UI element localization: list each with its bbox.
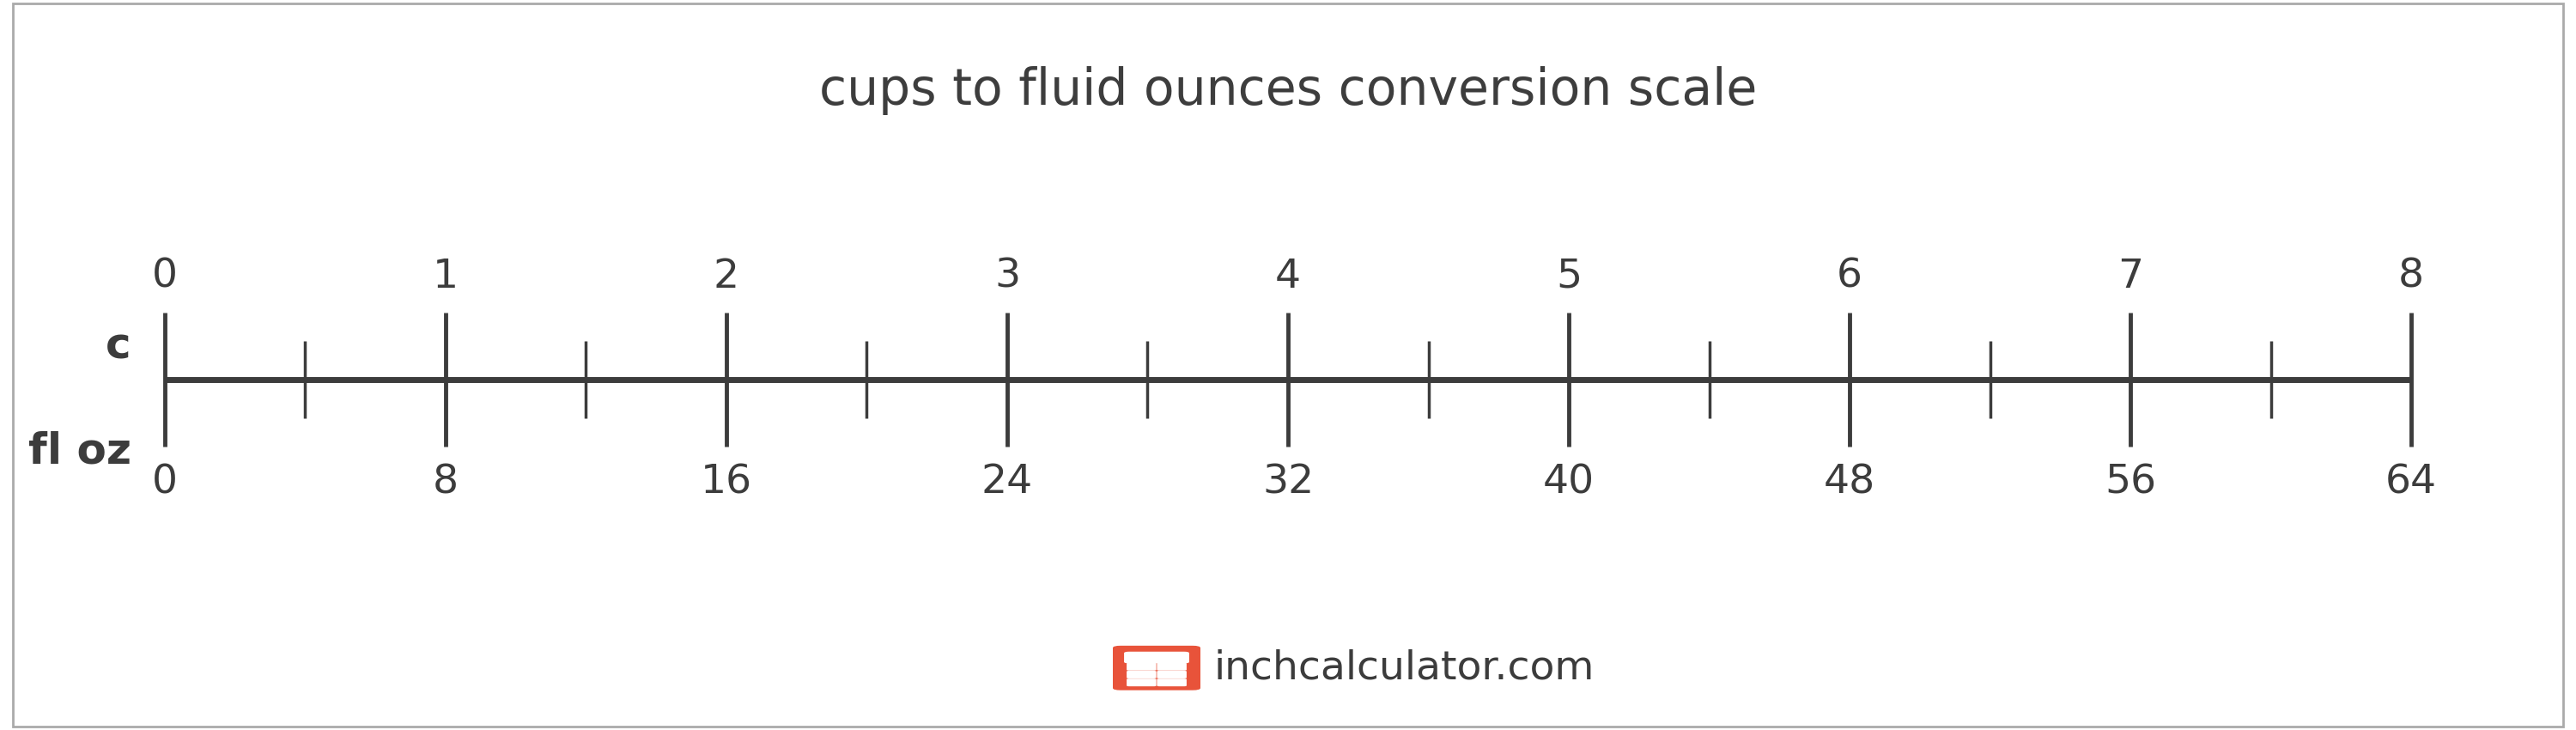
Text: 6: 6 [1837, 258, 1862, 296]
Text: 24: 24 [981, 464, 1033, 502]
FancyBboxPatch shape [1157, 671, 1188, 678]
Text: 7: 7 [2117, 258, 2143, 296]
Text: 64: 64 [2385, 464, 2437, 502]
Text: 4: 4 [1275, 258, 1301, 296]
Text: c: c [106, 326, 131, 366]
Text: 56: 56 [2105, 464, 2156, 502]
FancyBboxPatch shape [1157, 679, 1188, 686]
Text: cups to fluid ounces conversion scale: cups to fluid ounces conversion scale [819, 66, 1757, 115]
Text: 16: 16 [701, 464, 752, 502]
Text: 48: 48 [1824, 464, 1875, 502]
Text: 8: 8 [2398, 258, 2424, 296]
Text: fl oz: fl oz [28, 431, 131, 472]
Text: 5: 5 [1556, 258, 1582, 296]
Text: 0: 0 [152, 258, 178, 296]
FancyBboxPatch shape [1126, 679, 1157, 686]
Text: 8: 8 [433, 464, 459, 502]
Text: 3: 3 [994, 258, 1020, 296]
Text: 0: 0 [152, 464, 178, 502]
FancyBboxPatch shape [1157, 663, 1188, 671]
FancyBboxPatch shape [1123, 652, 1190, 664]
Text: 1: 1 [433, 258, 459, 296]
Text: 2: 2 [714, 258, 739, 296]
FancyBboxPatch shape [1113, 645, 1200, 691]
Text: 40: 40 [1543, 464, 1595, 502]
Text: inchcalculator.com: inchcalculator.com [1213, 649, 1595, 687]
FancyBboxPatch shape [1126, 671, 1157, 678]
Text: 32: 32 [1262, 464, 1314, 502]
FancyBboxPatch shape [1126, 663, 1157, 671]
